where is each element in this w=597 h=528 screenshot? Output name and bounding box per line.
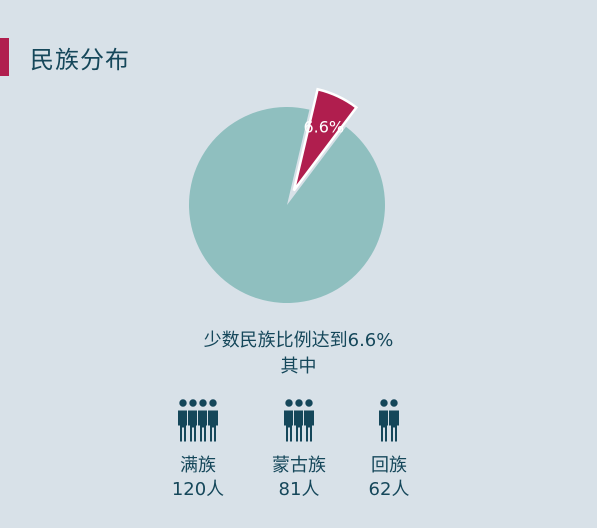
summary-line-2: 其中	[280, 356, 317, 377]
group-count: 62人	[368, 479, 410, 500]
group-manchu: 满族 120人	[143, 398, 253, 502]
person-figure	[303, 398, 315, 443]
person-figure	[293, 398, 305, 443]
title-accent-bar	[0, 38, 9, 76]
group-count: 120人	[171, 479, 225, 500]
person-figure	[187, 398, 199, 443]
group-name: 蒙古族	[272, 455, 326, 476]
person-figure	[283, 398, 295, 443]
group-count: 81人	[278, 479, 320, 500]
group-hui: 回族 62人	[334, 398, 444, 502]
person-figure	[197, 398, 209, 443]
summary-text: 少数民族比例达到6.6% 其中	[0, 328, 597, 380]
two-people-icon	[378, 398, 400, 443]
three-people-icon	[283, 398, 315, 443]
pie-chart: 6.6%	[189, 87, 386, 304]
pie-slice-label: 6.6%	[303, 117, 344, 136]
pie-slice-0	[189, 106, 386, 304]
page-title: 民族分布	[30, 46, 130, 74]
group-name: 回族	[371, 455, 407, 476]
group-mongol: 蒙古族 81人	[244, 398, 354, 502]
person-figure	[388, 398, 400, 443]
pie-slice-1	[292, 87, 359, 192]
person-figure	[207, 398, 219, 443]
group-name: 满族	[180, 455, 216, 476]
summary-line-1: 少数民族比例达到6.6%	[203, 330, 394, 351]
person-figure	[378, 398, 390, 443]
person-figure	[177, 398, 189, 443]
four-people-icon	[177, 398, 219, 443]
